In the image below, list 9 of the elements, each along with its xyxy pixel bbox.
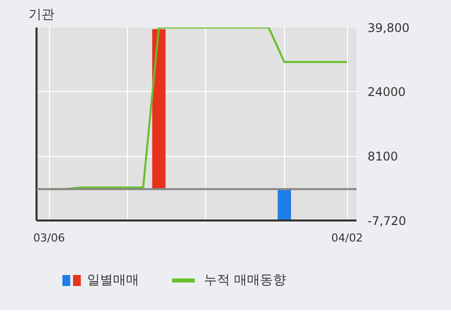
chart-title: 기관 [28, 8, 54, 22]
y-tick-label: -7,720 [368, 214, 406, 228]
y-tick-label: 8100 [368, 150, 398, 164]
legend-label: 누적 매매동향 [204, 273, 286, 288]
y-tick-label: 24000 [368, 85, 406, 100]
y-tick-label: 39,800 [368, 21, 410, 35]
x-tick-label: 03/06 [33, 232, 65, 244]
legend-label: 일별매매 [86, 273, 139, 288]
x-tick-label: 04/02 [331, 232, 363, 244]
